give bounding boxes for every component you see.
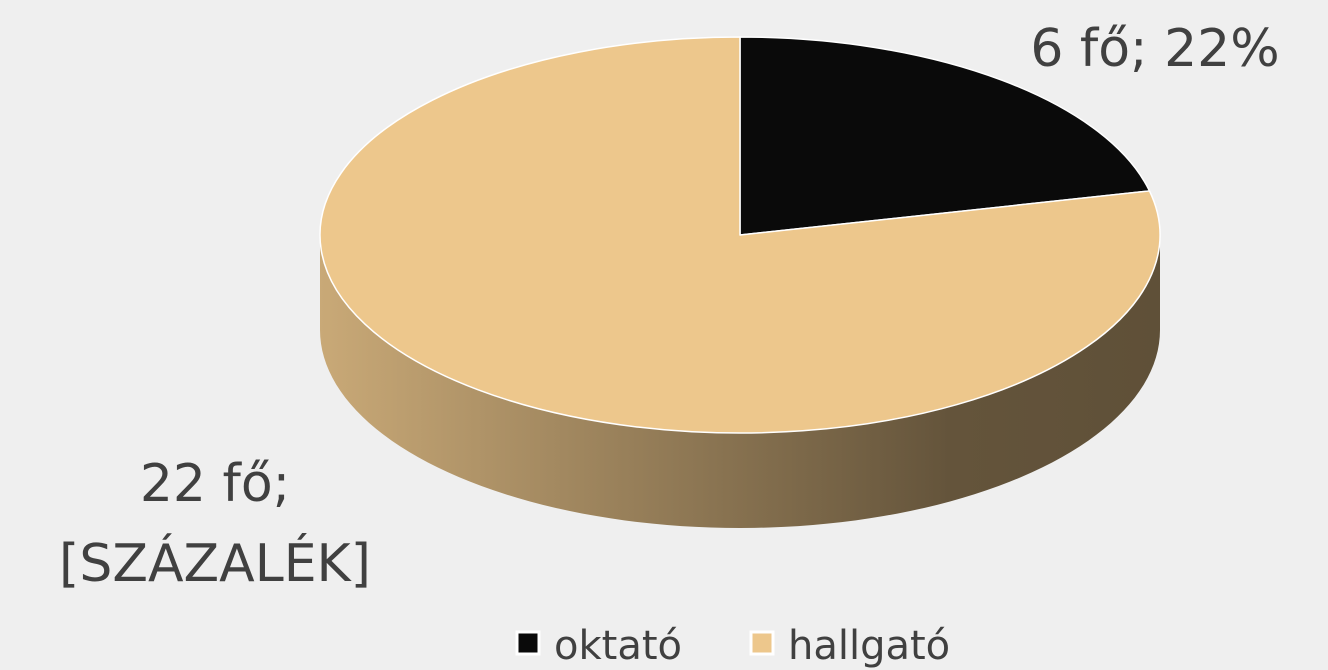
legend-swatch: [515, 630, 541, 656]
legend-label: oktató: [554, 623, 682, 669]
data-label: 6 fő; 22%: [1030, 19, 1279, 79]
pie-side: [320, 235, 1160, 528]
pie-slice: [319, 36, 1161, 434]
label-line: 22 fő;: [140, 454, 290, 514]
legend-swatch: [749, 630, 775, 656]
data-label: 22 fő; [SZÁZALÉK]: [59, 454, 371, 594]
legend-label: hallgató: [788, 623, 950, 669]
pie-slice: [739, 36, 1151, 236]
label-line: [SZÁZALÉK]: [59, 533, 371, 594]
